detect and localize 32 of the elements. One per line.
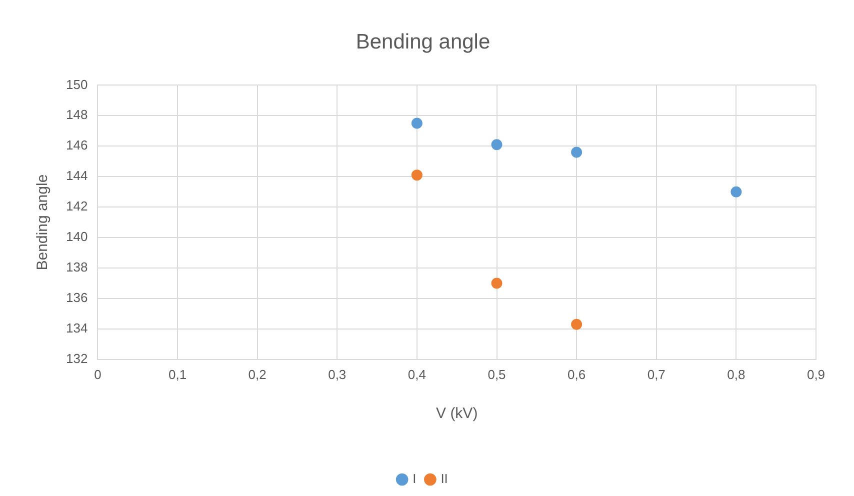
- x-tick-label: 0,4: [408, 366, 426, 382]
- point: [571, 146, 582, 158]
- x-tick-label: 0,7: [647, 366, 666, 382]
- x-tick-label: 0,6: [568, 366, 586, 382]
- x-tick-label: 0,9: [806, 366, 826, 382]
- x-axis-title: V (kV): [436, 405, 478, 422]
- y-tick-label: 134: [66, 320, 88, 336]
- legend-label: II: [440, 471, 448, 486]
- point: [491, 139, 502, 150]
- point: [491, 278, 502, 289]
- y-tick-label: 136: [66, 290, 88, 306]
- y-tick-label: 132: [66, 350, 88, 366]
- x-tick-label: 0,3: [328, 366, 346, 382]
- y-tick-label: 138: [66, 260, 88, 275]
- x-tick-label: 0,2: [248, 366, 266, 382]
- y-tick-label: 142: [66, 198, 88, 214]
- point: [730, 186, 742, 198]
- point: [571, 318, 582, 330]
- x-tick-label: 0,8: [727, 366, 746, 382]
- chart-title: Bending angle: [356, 30, 490, 54]
- legend-label: I: [412, 471, 416, 486]
- y-axis-title: Bending angle: [34, 174, 52, 270]
- x-tick-label: 0,5: [488, 366, 506, 382]
- y-tick-label: 140: [66, 229, 88, 244]
- point: [411, 118, 422, 129]
- x-tick-label: 0,1: [168, 366, 187, 382]
- y-tick-label: 150: [66, 76, 88, 92]
- y-tick-label: 144: [66, 168, 88, 184]
- x-tick-label: 0: [94, 366, 102, 382]
- y-tick-label: 148: [66, 107, 88, 122]
- y-tick-label: 146: [66, 138, 88, 153]
- point: [411, 170, 422, 181]
